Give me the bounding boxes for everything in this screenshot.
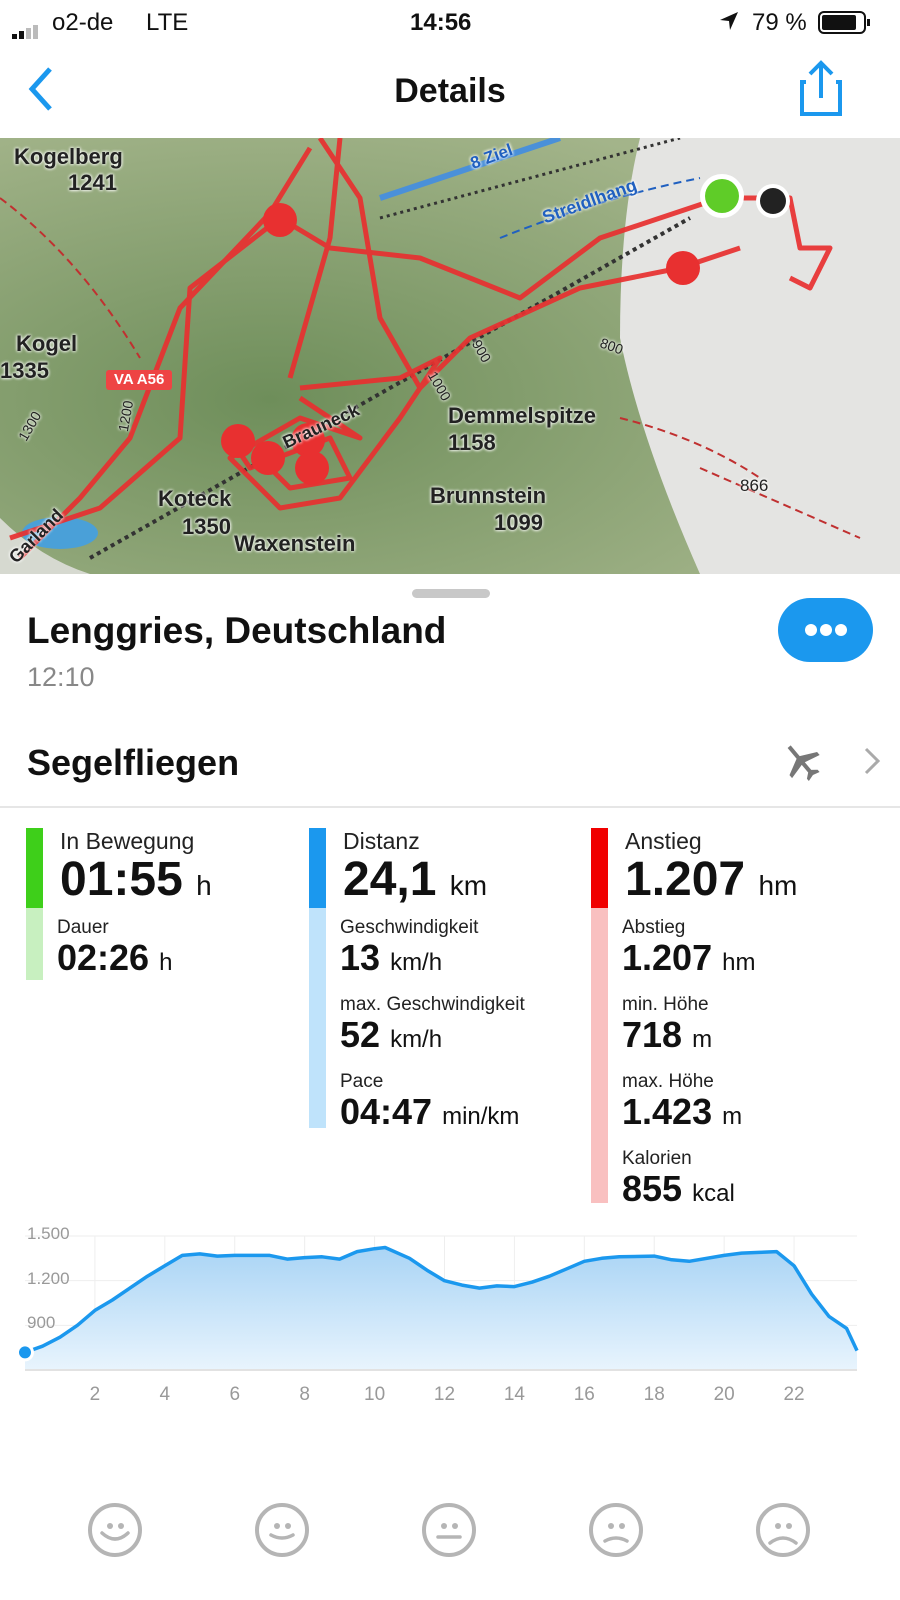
stat-label: Abstieg bbox=[622, 917, 686, 938]
route-map[interactable]: Kogelberg 1241 Kogel 1335 VA A56 Demmels… bbox=[0, 138, 900, 574]
map-label: 1200 bbox=[114, 399, 137, 433]
stat-unit: km bbox=[449, 870, 488, 901]
y-tick-label: 900 bbox=[27, 1313, 56, 1333]
stat-value: 855 bbox=[622, 1168, 683, 1209]
map-label: Brunnstein bbox=[430, 483, 547, 508]
map-label: Demmelspitze bbox=[448, 403, 596, 428]
map-label: 1335 bbox=[0, 358, 49, 383]
elevation-line bbox=[24, 1245, 859, 1355]
stat-unit: min/km bbox=[442, 1103, 520, 1130]
stat-value: 718 bbox=[622, 1014, 683, 1055]
stat-value: 52 bbox=[340, 1014, 381, 1055]
stat-label: Distanz bbox=[343, 828, 420, 854]
stat-value: 1.207 bbox=[622, 937, 713, 978]
carrier: o2-de bbox=[52, 9, 114, 36]
network: LTE bbox=[146, 9, 189, 36]
stat-unit: hm bbox=[722, 949, 756, 976]
stat-column-ascent: Anstieg 1.207 hm Abstieg 1.207 hm min. H… bbox=[591, 828, 891, 1213]
share-icon[interactable] bbox=[800, 60, 844, 123]
x-tick-label: 4 bbox=[159, 1384, 171, 1405]
map-label: Koteck bbox=[158, 486, 232, 511]
chevron-right-icon bbox=[862, 746, 882, 781]
stat-unit: h bbox=[159, 949, 173, 976]
map-label: 1158 bbox=[448, 430, 496, 455]
x-tick-label: 20 bbox=[713, 1384, 735, 1405]
battery-icon bbox=[818, 11, 872, 42]
stat-label: Dauer bbox=[57, 917, 109, 938]
status-bar: o2-de LTE 14:56 79 % bbox=[0, 0, 900, 46]
stat-column-distance: Distanz 24,1 km Geschwindigkeit 13 km/h … bbox=[309, 828, 579, 1136]
stat-label: max. Geschwindigkeit bbox=[340, 994, 525, 1015]
elevation-area bbox=[25, 1247, 857, 1370]
stat-unit: hm bbox=[758, 870, 798, 901]
stat-unit: kcal bbox=[692, 1180, 735, 1207]
y-tick-label: 1.200 bbox=[27, 1268, 70, 1288]
signal-icon bbox=[12, 18, 48, 46]
elevation-chart[interactable]: 900 1.200 1.500 2 4 6 8 10 12 14 16 18 20 22 bbox=[0, 1220, 900, 1420]
neutral-icon[interactable] bbox=[422, 1503, 476, 1557]
drag-handle[interactable] bbox=[412, 589, 490, 598]
x-tick-label: 16 bbox=[573, 1384, 595, 1405]
stat-value: 1.207 bbox=[625, 853, 746, 906]
stat-value: 13 bbox=[340, 937, 381, 978]
x-tick-label: 14 bbox=[503, 1384, 525, 1405]
very-happy-icon[interactable] bbox=[88, 1503, 142, 1557]
airplane-icon bbox=[780, 740, 824, 789]
stat-label: Pace bbox=[340, 1071, 384, 1092]
map-terrain bbox=[0, 138, 900, 574]
stat-unit: km/h bbox=[390, 949, 443, 976]
map-label: Kogel bbox=[16, 331, 78, 356]
stat-unit: m bbox=[692, 1026, 713, 1053]
x-tick-label: 8 bbox=[299, 1384, 310, 1405]
stat-column-moving: In Bewegung 01:55 h Dauer 02:26 h bbox=[26, 828, 296, 982]
map-label: VA A56 bbox=[106, 370, 173, 390]
stat-value: 01:55 bbox=[60, 853, 183, 906]
stat-value: 24,1 bbox=[343, 853, 437, 906]
map-label: 866 bbox=[740, 476, 769, 495]
very-sad-icon[interactable] bbox=[756, 1503, 810, 1557]
stat-value: 1.423 bbox=[622, 1091, 713, 1132]
stat-label: Kalorien bbox=[622, 1148, 692, 1169]
x-tick-label: 10 bbox=[364, 1384, 386, 1405]
stat-unit: km/h bbox=[390, 1026, 443, 1053]
x-tick-label: 6 bbox=[229, 1384, 241, 1405]
map-label: Kogelberg bbox=[14, 144, 123, 169]
position-marker[interactable] bbox=[19, 1346, 31, 1359]
stat-unit: m bbox=[722, 1103, 743, 1130]
page-title: Details bbox=[394, 72, 506, 110]
x-tick-label: 18 bbox=[643, 1384, 665, 1405]
map-markers bbox=[221, 203, 700, 485]
location-arrow-icon bbox=[718, 10, 740, 39]
battery-percent: 79 % bbox=[752, 9, 807, 36]
more-button[interactable] bbox=[778, 598, 873, 662]
stat-label: Geschwindigkeit bbox=[340, 917, 479, 938]
map-label: 1099 bbox=[494, 510, 543, 535]
stat-value: 02:26 bbox=[57, 937, 150, 978]
map-label: 1241 bbox=[68, 170, 117, 195]
more-icon bbox=[805, 624, 847, 636]
nav-bar: Details bbox=[0, 56, 900, 126]
activity-type-row[interactable]: Segelfliegen bbox=[0, 736, 900, 808]
map-label: 1350 bbox=[182, 514, 231, 539]
stat-label: min. Höhe bbox=[622, 994, 709, 1015]
activity-name: Segelfliegen bbox=[27, 742, 240, 783]
map-label: Waxenstein bbox=[234, 531, 356, 556]
sad-icon[interactable] bbox=[589, 1503, 643, 1557]
y-tick-label: 1.500 bbox=[27, 1224, 70, 1243]
clock: 14:56 bbox=[410, 9, 472, 36]
stat-label: max. Höhe bbox=[622, 1071, 714, 1092]
stat-value: 04:47 bbox=[340, 1091, 433, 1132]
chevron-left-icon[interactable] bbox=[26, 66, 56, 117]
stat-label: Anstieg bbox=[625, 828, 702, 854]
location-title: Lenggries, Deutschland bbox=[27, 610, 447, 651]
happy-icon[interactable] bbox=[255, 1503, 309, 1557]
stat-label: In Bewegung bbox=[60, 828, 195, 854]
x-tick-label: 2 bbox=[89, 1384, 101, 1405]
x-tick-label: 12 bbox=[433, 1384, 456, 1405]
stat-unit: h bbox=[196, 870, 212, 901]
x-tick-label: 22 bbox=[783, 1384, 805, 1405]
start-time: 12:10 bbox=[27, 662, 95, 692]
